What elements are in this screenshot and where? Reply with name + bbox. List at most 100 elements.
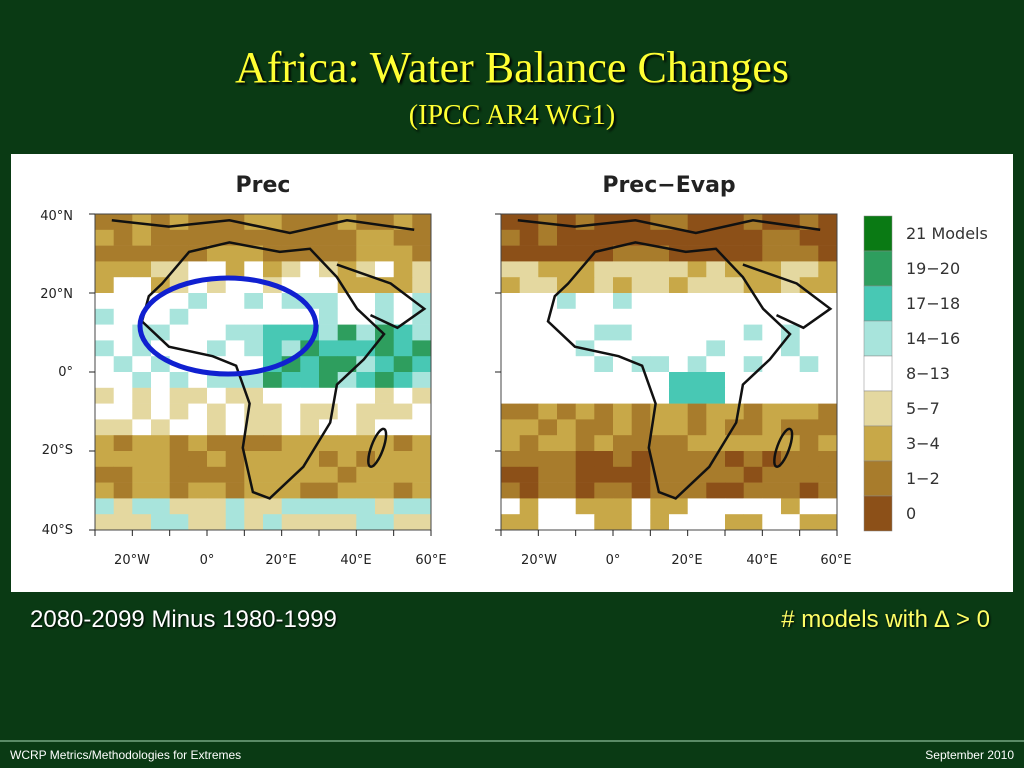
map-cell [557,293,576,310]
map-cell [818,340,838,357]
map-cell [650,340,670,357]
map-cell [687,340,707,357]
map-cell [132,498,152,515]
map-cell [538,277,558,294]
map-cell [95,514,114,531]
coastline-north [517,219,821,235]
map-cell [762,419,782,436]
map-cell [743,466,763,483]
map-cell [412,514,432,531]
map-cell [263,387,282,404]
map-cell [169,214,189,231]
map-cell [594,498,614,515]
map-cell [519,451,539,468]
map-cell [818,324,838,341]
map-cell [519,466,539,483]
map-cell [743,214,763,231]
map-cell [706,214,726,231]
map-cell [263,451,282,468]
map-cell [337,340,357,357]
map-cell [188,435,208,452]
map-cell [669,229,688,246]
map-cell [244,293,264,310]
map-cell [412,372,432,389]
map-cell [613,324,632,341]
map-cell [519,403,539,420]
map-cell [207,482,226,499]
map-cell [762,356,782,373]
map-cell [538,245,558,262]
map-cell [375,466,394,483]
map-cell [281,372,301,389]
map-cell [706,387,726,404]
map-cell [207,324,226,341]
map-cell [706,403,726,420]
map-cell [151,451,170,468]
map-cell [706,293,726,310]
map-cell [95,372,114,389]
map-cell [818,293,838,310]
map-cell [225,277,245,294]
map-cell [207,451,226,468]
map-cell [743,514,763,531]
map-cell [501,308,520,325]
map-cell [132,372,152,389]
map-cell [762,229,782,246]
map-cell [95,419,114,436]
map-cell [188,261,208,278]
map-cell [113,245,133,262]
map-cell [113,451,133,468]
map-cell [725,514,744,531]
map-cell [501,514,520,531]
map-cell [319,356,338,373]
map-cell [244,229,264,246]
period-caption: 2080-2099 Minus 1980-1999 [30,606,337,633]
map-cell [375,356,394,373]
map-cell [538,356,558,373]
map-cell [95,324,114,341]
map-cell [557,229,576,246]
map-cell [356,324,376,341]
map-cell [538,451,558,468]
map-cell [412,498,432,515]
map-cell [281,308,301,325]
map-cell [263,498,282,515]
map-cell [538,419,558,436]
map-cell [113,514,133,531]
map-cell [650,277,670,294]
map-cell [725,340,744,357]
map-cell [95,435,114,452]
map-cell [169,229,189,246]
map-cell [687,466,707,483]
map-cell [781,466,800,483]
map-cell [319,514,338,531]
map-cell [375,340,394,357]
map-cell [225,482,245,499]
map-cell [781,277,800,294]
map-cell [743,451,763,468]
map-cell [337,356,357,373]
map-cell [319,403,338,420]
map-cell [706,466,726,483]
map-cell [501,245,520,262]
map-cell [169,451,189,468]
legend-label: 5−7 [906,399,940,418]
map-cell [207,308,226,325]
map-cell [743,308,763,325]
map-cell [169,514,189,531]
map-cell [263,324,282,341]
map-cell [613,403,632,420]
map-cell [519,372,539,389]
map-cell [799,324,819,341]
map-cell [743,324,763,341]
map-cell [501,324,520,341]
map-cell [393,293,413,310]
map-cell [263,340,282,357]
map-cell [263,514,282,531]
map-cell [356,466,376,483]
legend-swatch [863,250,893,287]
map-cell [113,324,133,341]
map-cell [188,403,208,420]
map-cell [281,435,301,452]
map-cell [650,293,670,310]
